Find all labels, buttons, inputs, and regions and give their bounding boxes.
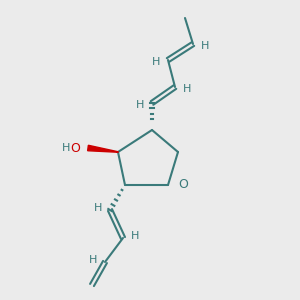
Text: H: H (131, 231, 140, 241)
Text: H: H (152, 57, 160, 67)
Text: H: H (136, 100, 144, 110)
Text: H: H (61, 143, 70, 153)
Text: H: H (88, 255, 97, 265)
Polygon shape (88, 145, 118, 152)
Text: H: H (201, 41, 209, 51)
Text: O: O (70, 142, 80, 154)
Text: H: H (94, 203, 102, 213)
Text: H: H (183, 84, 191, 94)
Text: O: O (178, 178, 188, 191)
